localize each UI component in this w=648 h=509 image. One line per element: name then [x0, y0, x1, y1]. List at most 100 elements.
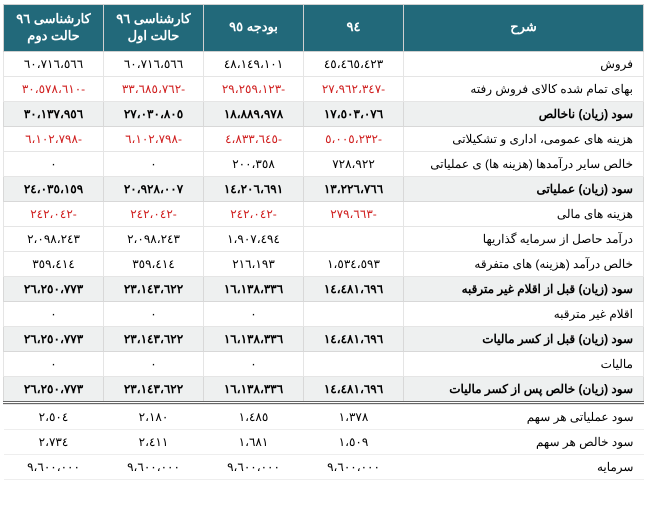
cell-96b: ٦٠،٧١٦،٥٦٦ [4, 51, 104, 76]
cell-96b: ٣٥٩،٤١٤ [4, 251, 104, 276]
table-row: خالص درآمد (هزینه) های متفرقه١،٥٣٤،٥٩٣٢١… [4, 251, 644, 276]
row-label: بهای تمام شده کالای فروش رفته [404, 76, 644, 101]
summary-96a: ٢،١٨٠ [104, 404, 204, 429]
cell-95: ٠ [204, 301, 304, 326]
cell-95: -٢٩،٢٥٩،١٢٣ [204, 76, 304, 101]
cell-96a: ٢٣،١٤٣،٦٢٢ [104, 326, 204, 351]
cell-94: ١٤،٤٨١،٦٩٦ [304, 376, 404, 402]
summary-96b: ٢،٥٠٤ [4, 404, 104, 429]
summary-95: ١،٦٨١ [204, 429, 304, 454]
row-label: خالص سایر درآمدها (هزینه ها) ی عملیاتی [404, 151, 644, 176]
summary-96b: ٩،٦٠٠،٠٠٠ [4, 454, 104, 479]
table-row: هزینه های عمومی، اداری و تشکیلاتی-٥،٠٠٥،… [4, 126, 644, 151]
summary-96a: ٢،٤١١ [104, 429, 204, 454]
cell-96b: ٢٤،٠٣٥،١٥٩ [4, 176, 104, 201]
cell-95: ١،٩٠٧،٤٩٤ [204, 226, 304, 251]
cell-96a: ٢،٠٩٨،٢٤٣ [104, 226, 204, 251]
table-row: مالیات٠٠٠ [4, 351, 644, 376]
cell-95: ١٦،١٣٨،٣٣٦ [204, 376, 304, 402]
cell-96b: ٢٦،٢٥٠،٧٧٣ [4, 276, 104, 301]
cell-94: ١٤،٤٨١،٦٩٦ [304, 276, 404, 301]
cell-94 [304, 351, 404, 376]
cell-96b: ٢٦،٢٥٠،٧٧٣ [4, 326, 104, 351]
header-row: شرح ٩٤ بودجه ٩٥ کارشناسی ٩٦ حالت اول کار… [4, 5, 644, 52]
cell-95: ٢١٦،١٩٣ [204, 251, 304, 276]
financial-table: شرح ٩٤ بودجه ٩٥ کارشناسی ٩٦ حالت اول کار… [3, 4, 644, 480]
cell-95: ١٨،٨٨٩،٩٧٨ [204, 101, 304, 126]
table-row: درآمد حاصل از سرمایه گذاریها١،٩٠٧،٤٩٤٢،٠… [4, 226, 644, 251]
row-label: سود (زیان) خالص پس از کسر مالیات [404, 376, 644, 402]
cell-96a: ٢٠،٩٢٨،٠٠٧ [104, 176, 204, 201]
summary-96a: ٩،٦٠٠،٠٠٠ [104, 454, 204, 479]
header-desc: شرح [404, 5, 644, 52]
cell-96a: ٢٣،١٤٣،٦٢٢ [104, 376, 204, 402]
cell-96b: -٣٠،٥٧٨،٦١٠ [4, 76, 104, 101]
cell-96b: -٢٤٢،٠٤٢ [4, 201, 104, 226]
cell-96b: ٠ [4, 351, 104, 376]
row-label: سود (زیان) ناخالص [404, 101, 644, 126]
summary-label: سود عملیاتی هر سهم [404, 404, 644, 429]
cell-96b: ٣٠،١٣٧،٩٥٦ [4, 101, 104, 126]
cell-94: ١،٥٣٤،٥٩٣ [304, 251, 404, 276]
row-label: سود (زیان) قبل از کسر مالیات [404, 326, 644, 351]
row-label: خالص درآمد (هزینه) های متفرقه [404, 251, 644, 276]
cell-94 [304, 301, 404, 326]
row-label: سود (زیان) قبل از اقلام غیر مترقبه [404, 276, 644, 301]
cell-94: ٤٥،٤٦٥،٤٢٣ [304, 51, 404, 76]
cell-94: -٥،٠٠٥،٢٣٢ [304, 126, 404, 151]
cell-95: -٢٤٢،٠٤٢ [204, 201, 304, 226]
table-row: سود (زیان) قبل از کسر مالیات١٤،٤٨١،٦٩٦١٦… [4, 326, 644, 351]
summary-95: ١،٤٨٥ [204, 404, 304, 429]
header-94: ٩٤ [304, 5, 404, 52]
cell-94: -٢٧٩،٦٦٣ [304, 201, 404, 226]
table-row: سود (زیان) عملیاتی١٣،٢٢٦،٧٦٦١٤،٢٠٦،٦٩١٢٠… [4, 176, 644, 201]
cell-94: -٢٧،٩٦٢،٣٤٧ [304, 76, 404, 101]
cell-96a: ٢٣،١٤٣،٦٢٢ [104, 276, 204, 301]
cell-96a: ٠ [104, 301, 204, 326]
cell-95: ١٤،٢٠٦،٦٩١ [204, 176, 304, 201]
summary-94: ٩،٦٠٠،٠٠٠ [304, 454, 404, 479]
table-row: فروش٤٥،٤٦٥،٤٢٣٤٨،١٤٩،١٠١٦٠،٧١٦،٥٦٦٦٠،٧١٦… [4, 51, 644, 76]
cell-96b: ٠ [4, 151, 104, 176]
cell-95: ٢٠٠،٣٥٨ [204, 151, 304, 176]
header-96a: کارشناسی ٩٦ حالت اول [104, 5, 204, 52]
table-row: خالص سایر درآمدها (هزینه ها) ی عملیاتی٧٢… [4, 151, 644, 176]
cell-96a: -٢٤٢،٠٤٢ [104, 201, 204, 226]
table-row: بهای تمام شده کالای فروش رفته-٢٧،٩٦٢،٣٤٧… [4, 76, 644, 101]
cell-95: ٤٨،١٤٩،١٠١ [204, 51, 304, 76]
cell-95: ١٦،١٣٨،٣٣٦ [204, 276, 304, 301]
summary-94: ١،٣٧٨ [304, 404, 404, 429]
cell-95: ١٦،١٣٨،٣٣٦ [204, 326, 304, 351]
cell-96a: ٦٠،٧١٦،٥٦٦ [104, 51, 204, 76]
cell-96a: ٢٧،٠٣٠،٨٠٥ [104, 101, 204, 126]
cell-94: ١٤،٤٨١،٦٩٦ [304, 326, 404, 351]
row-label: فروش [404, 51, 644, 76]
summary-row: سود عملیاتی هر سهم١،٣٧٨١،٤٨٥٢،١٨٠٢،٥٠٤ [4, 404, 644, 429]
cell-96b: ٠ [4, 301, 104, 326]
summary-95: ٩،٦٠٠،٠٠٠ [204, 454, 304, 479]
cell-94: ١٧،٥٠٣،٠٧٦ [304, 101, 404, 126]
cell-94 [304, 226, 404, 251]
summary-row: سود خالص هر سهم١،٥٠٩١،٦٨١٢،٤١١٢،٧٣٤ [4, 429, 644, 454]
cell-96b: ٢،٠٩٨،٢٤٣ [4, 226, 104, 251]
table-row: اقلام غیر مترقبه٠٠٠ [4, 301, 644, 326]
cell-95: ٠ [204, 351, 304, 376]
cell-94: ١٣،٢٢٦،٧٦٦ [304, 176, 404, 201]
table-row: سود (زیان) ناخالص١٧،٥٠٣،٠٧٦١٨،٨٨٩،٩٧٨٢٧،… [4, 101, 644, 126]
row-label: درآمد حاصل از سرمایه گذاریها [404, 226, 644, 251]
row-label: مالیات [404, 351, 644, 376]
row-label: هزینه های مالی [404, 201, 644, 226]
cell-96a: ٠ [104, 351, 204, 376]
cell-95: -٤،٨٣٣،٦٤٥ [204, 126, 304, 151]
cell-96a: -٣٣،٦٨٥،٧٦٢ [104, 76, 204, 101]
summary-row: سرمایه٩،٦٠٠،٠٠٠٩،٦٠٠،٠٠٠٩،٦٠٠،٠٠٠٩،٦٠٠،٠… [4, 454, 644, 479]
row-label: اقلام غیر مترقبه [404, 301, 644, 326]
row-label: هزینه های عمومی، اداری و تشکیلاتی [404, 126, 644, 151]
summary-94: ١،٥٠٩ [304, 429, 404, 454]
cell-96a: ٣٥٩،٤١٤ [104, 251, 204, 276]
table-row: سود (زیان) خالص پس از کسر مالیات١٤،٤٨١،٦… [4, 376, 644, 402]
summary-label: سرمایه [404, 454, 644, 479]
header-96b: کارشناسی ٩٦ حالت دوم [4, 5, 104, 52]
cell-96a: ٠ [104, 151, 204, 176]
table-row: سود (زیان) قبل از اقلام غیر مترقبه١٤،٤٨١… [4, 276, 644, 301]
